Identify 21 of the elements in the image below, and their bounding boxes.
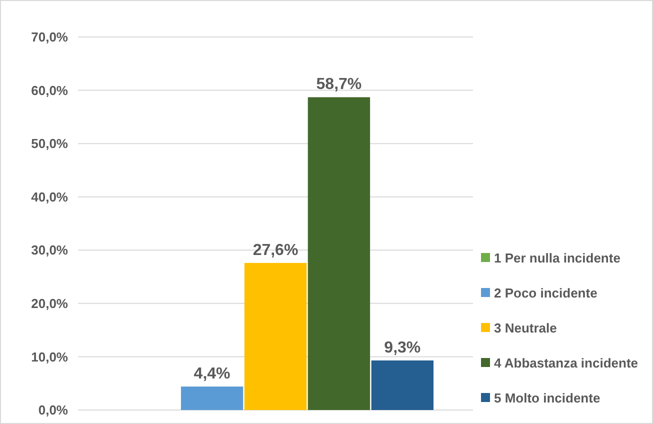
data-label: 27,6%	[252, 242, 298, 259]
legend-label: 3 Neutrale	[494, 320, 557, 336]
y-tick-label: 70,0%	[31, 30, 68, 45]
y-tick-label: 30,0%	[31, 242, 68, 258]
y-tick-label: 0,0%	[38, 402, 68, 418]
y-tick-label: 40,0%	[31, 189, 68, 204]
bar	[180, 386, 244, 410]
legend-label: 2 Poco incidente	[494, 286, 598, 301]
bar	[308, 97, 370, 410]
data-label: 58,7%	[316, 76, 362, 94]
y-tick-label: 60,0%	[31, 82, 68, 98]
legend-label: 1 Per nulla incidente	[494, 250, 620, 266]
y-tick-label: 20,0%	[31, 296, 68, 311]
legend-label: 4 Abbastanza incidente	[494, 356, 638, 371]
data-label: 4,4%	[194, 366, 230, 383]
y-tick-label: 50,0%	[31, 136, 68, 152]
bar	[371, 360, 434, 410]
data-label: 9,3%	[384, 339, 421, 356]
legend-label: 5 Molto incidente	[494, 390, 600, 406]
y-tick-label: 10,0%	[31, 349, 68, 364]
bar	[244, 262, 307, 410]
